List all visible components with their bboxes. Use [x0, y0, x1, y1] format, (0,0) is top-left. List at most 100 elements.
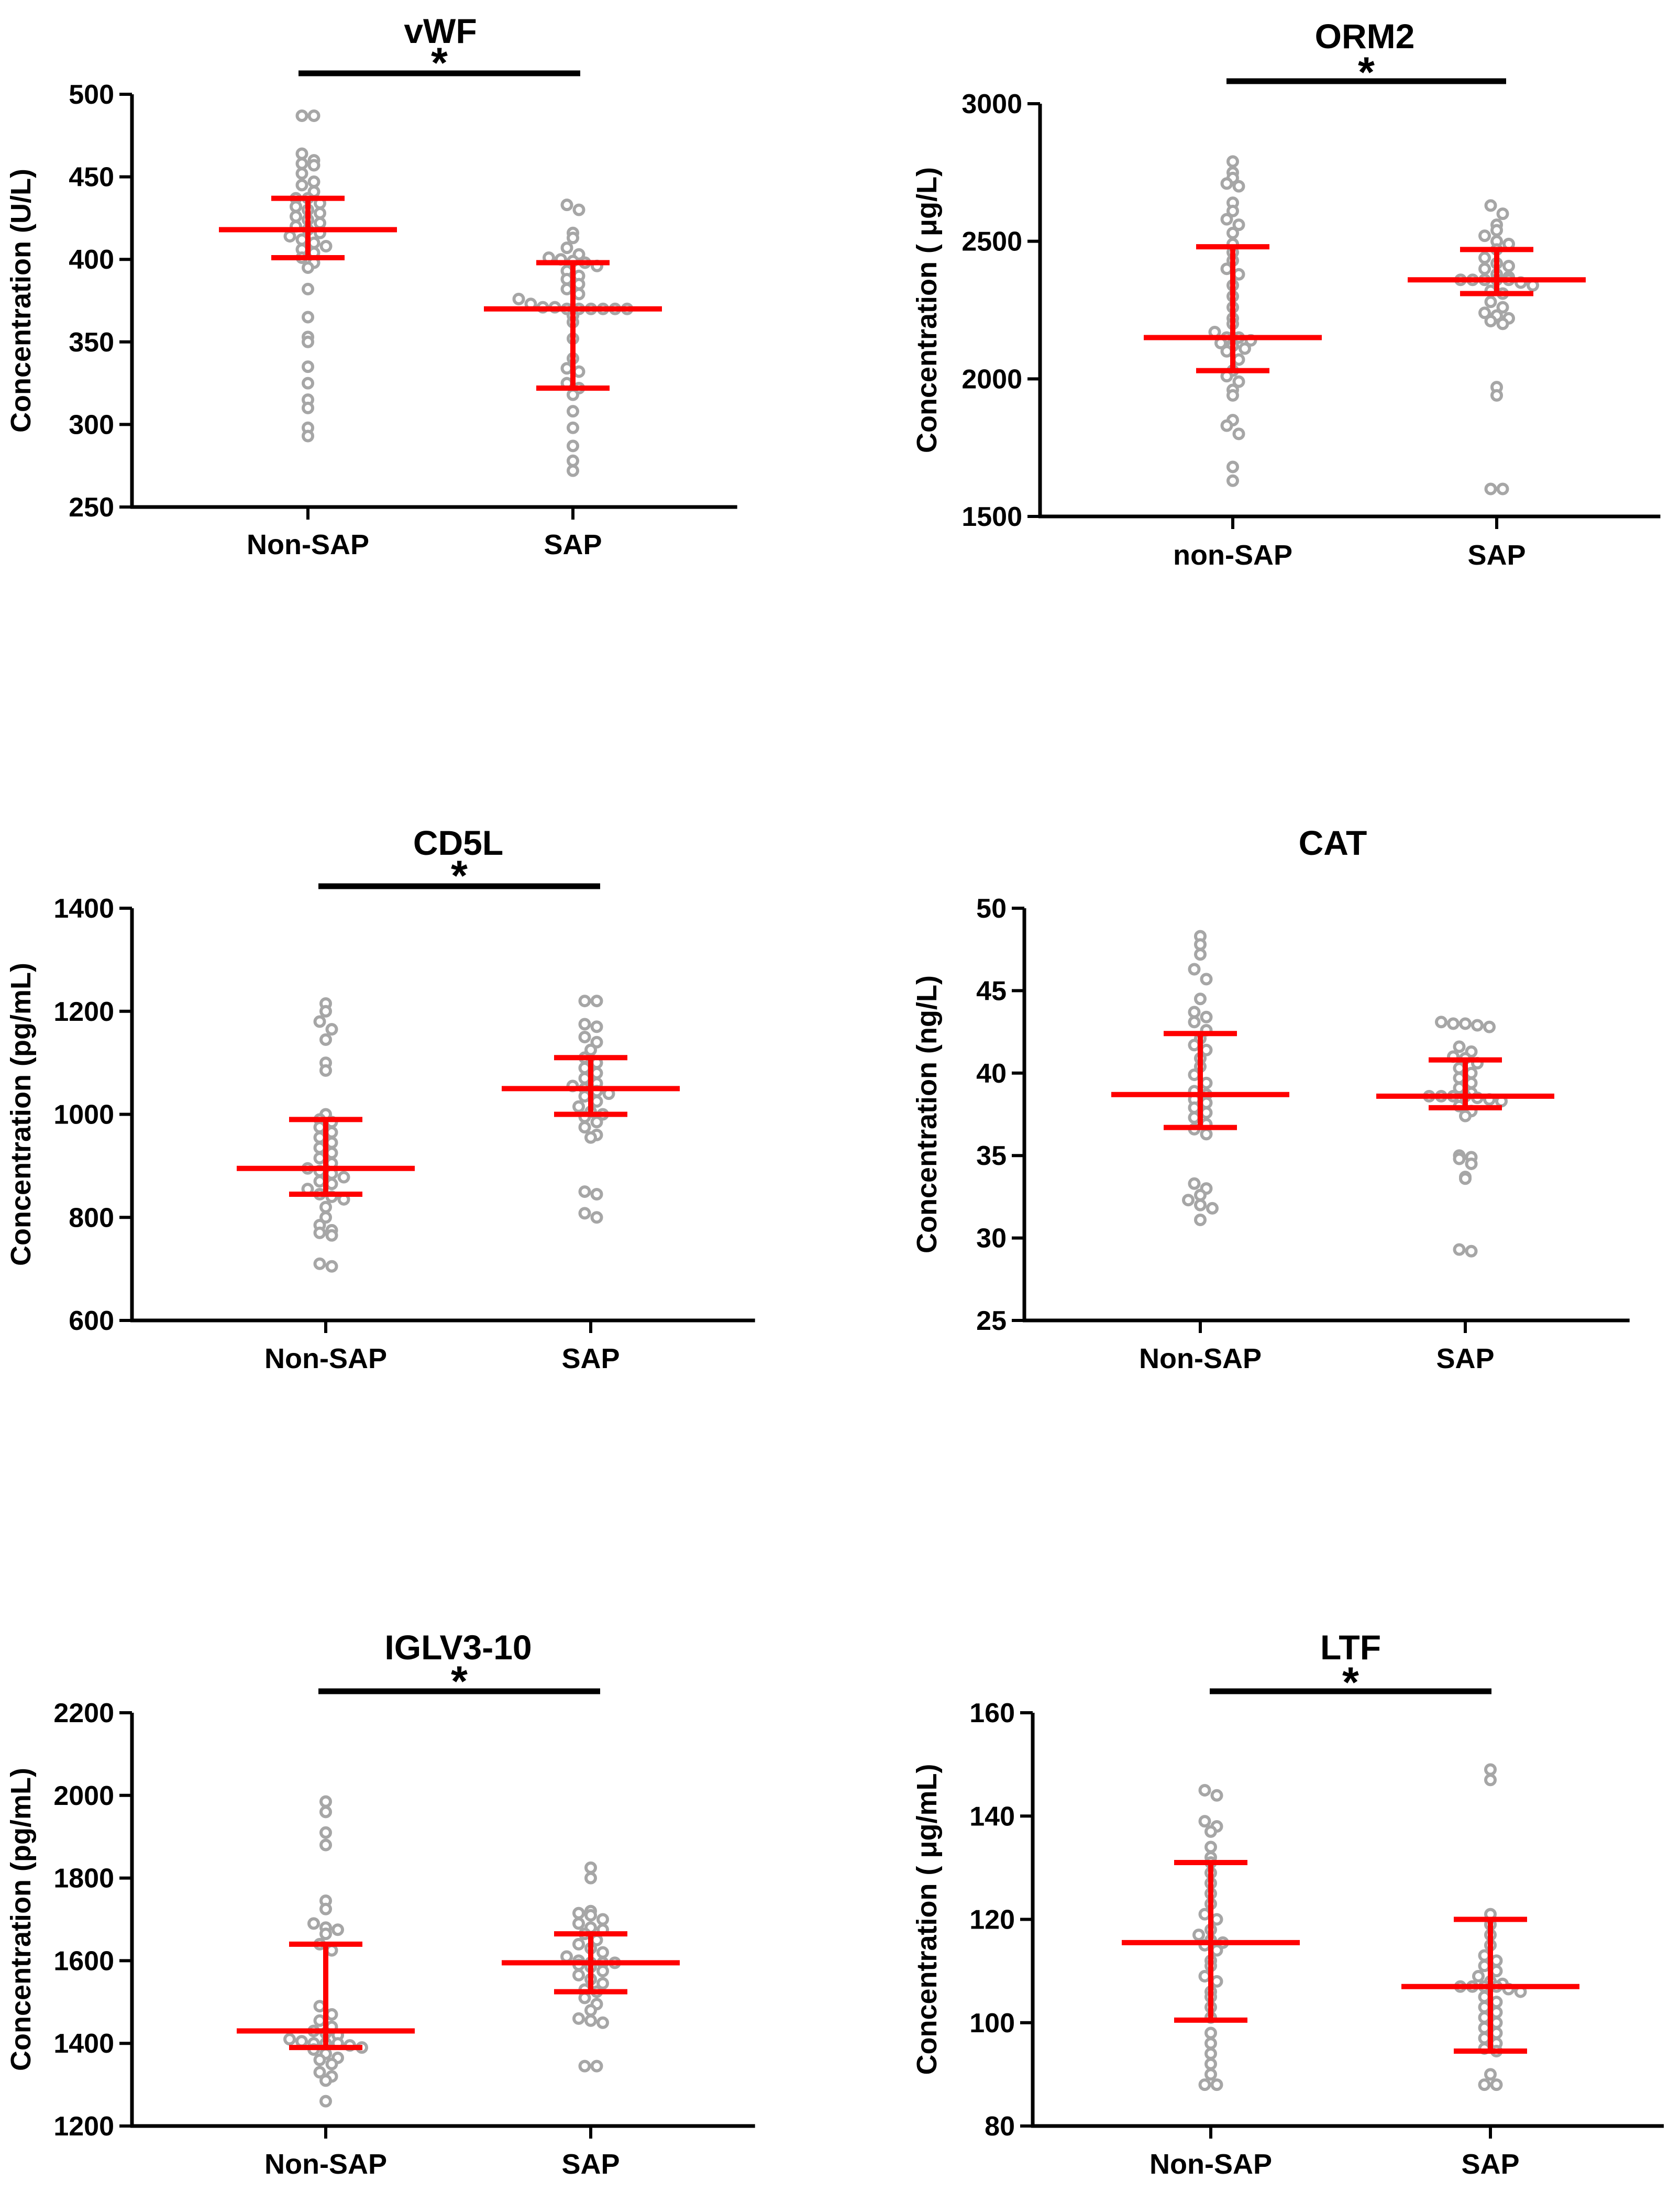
- data-point: [1453, 1152, 1466, 1165]
- data-point: [302, 429, 314, 443]
- data-point: [1200, 973, 1213, 986]
- data-point: [307, 109, 320, 122]
- data-point: [302, 311, 314, 324]
- data-point: [295, 157, 308, 170]
- data-point: [1194, 1198, 1207, 1211]
- data-point: [572, 203, 585, 216]
- data-point: [1496, 482, 1509, 495]
- data-point: [1478, 262, 1491, 276]
- group-sap: [1401, 1763, 1579, 2091]
- y-tick-label: 800: [69, 1203, 114, 1233]
- data-point: [325, 1229, 338, 1242]
- data-point: [1204, 2047, 1217, 2060]
- data-point: [1204, 1841, 1217, 1854]
- data-point: [313, 2066, 326, 2079]
- data-point: [1453, 1040, 1466, 1053]
- data-point: [1220, 419, 1233, 432]
- data-point: [1188, 1016, 1201, 1029]
- data-point: [302, 335, 314, 348]
- data-point: [590, 995, 603, 1008]
- data-point: [302, 261, 314, 274]
- data-point: [1210, 2078, 1223, 2091]
- data-point: [295, 233, 308, 246]
- data-point: [319, 1064, 332, 1077]
- data-point: [578, 1991, 591, 2004]
- data-point: [319, 1826, 332, 1839]
- group-sap: [502, 1861, 680, 2073]
- data-point: [302, 360, 314, 373]
- data-point: [290, 210, 302, 223]
- data-point: [590, 1187, 603, 1200]
- data-point: [325, 2057, 338, 2070]
- data-point: [578, 1121, 591, 1134]
- data-point: [325, 1177, 338, 1191]
- data-point: [1188, 1068, 1201, 1081]
- data-point: [1478, 1990, 1491, 2003]
- y-tick-label: 25: [976, 1306, 1007, 1336]
- data-point: [313, 1257, 326, 1270]
- x-tick-label-sap: SAP: [561, 2149, 620, 2180]
- data-point: [1478, 2032, 1491, 2045]
- data-point: [1194, 993, 1207, 1006]
- data-point: [1490, 2016, 1503, 2029]
- data-point: [1198, 1969, 1211, 1982]
- data-point: [1226, 226, 1239, 239]
- data-point: [584, 1871, 597, 1885]
- data-point: [1204, 1825, 1217, 1838]
- data-point: [302, 282, 314, 295]
- data-point: [584, 1131, 597, 1144]
- data-point: [560, 1950, 573, 1963]
- data-point: [1490, 2026, 1503, 2040]
- data-point: [1188, 1101, 1201, 1114]
- data-point: [295, 2035, 308, 2048]
- data-point: [1490, 1965, 1503, 1978]
- data-point: [325, 1944, 338, 1957]
- data-point: [331, 1923, 344, 1936]
- data-point: [572, 1100, 585, 1113]
- data-point: [572, 1917, 585, 1930]
- data-point: [337, 1171, 350, 1184]
- data-point: [1232, 427, 1245, 440]
- data-point: [314, 206, 326, 219]
- data-point: [1226, 155, 1239, 168]
- data-point: [1226, 474, 1239, 487]
- y-axis-label: Concentration ( μg/mL): [911, 1764, 943, 2075]
- data-point: [1471, 1019, 1484, 1032]
- data-point: [567, 464, 579, 477]
- chart-ltf: LTF Concentration ( μg/mL) 80 100 120 140 160 N…: [911, 1628, 1664, 2180]
- data-point: [1496, 207, 1509, 221]
- group-non-sap: [237, 1795, 415, 2108]
- data-point: [1194, 1213, 1207, 1226]
- data-point: [1465, 1244, 1478, 1258]
- data-point: [1490, 2006, 1503, 2019]
- data-point: [1478, 251, 1491, 265]
- y-tick-label: 40: [976, 1059, 1007, 1089]
- data-point: [1484, 482, 1497, 495]
- data-point: [319, 1927, 332, 1941]
- data-point: [307, 159, 320, 172]
- data-point: [1465, 1076, 1478, 1089]
- data-point: [295, 147, 308, 160]
- y-axis-label: Concentration (pg/mL): [5, 1768, 37, 2071]
- data-point: [1484, 295, 1497, 309]
- data-point: [1188, 1006, 1201, 1019]
- data-point: [302, 401, 314, 414]
- chart-cd5l: CD5L Concentration (pg/mL) 600 800 1000 1200 1…: [5, 823, 755, 1374]
- data-point: [1200, 1076, 1213, 1089]
- data-point: [1435, 1016, 1447, 1029]
- data-point: [313, 1131, 326, 1144]
- chart-title: CAT: [1299, 823, 1367, 862]
- y-tick-label: 1500: [961, 502, 1022, 532]
- y-tick-label: 400: [69, 245, 114, 275]
- y-tick-label: 1400: [53, 894, 114, 924]
- data-point: [596, 1977, 609, 1990]
- data-point: [319, 1838, 332, 1852]
- y-axis-label: Concentration (U/L): [5, 169, 37, 433]
- data-point: [596, 1913, 609, 1926]
- y-tick-label: 30: [976, 1224, 1007, 1254]
- data-point: [590, 2059, 603, 2073]
- data-point: [1226, 460, 1239, 473]
- data-point: [313, 2014, 326, 2027]
- data-point: [319, 1795, 332, 1808]
- data-point: [584, 2004, 597, 2017]
